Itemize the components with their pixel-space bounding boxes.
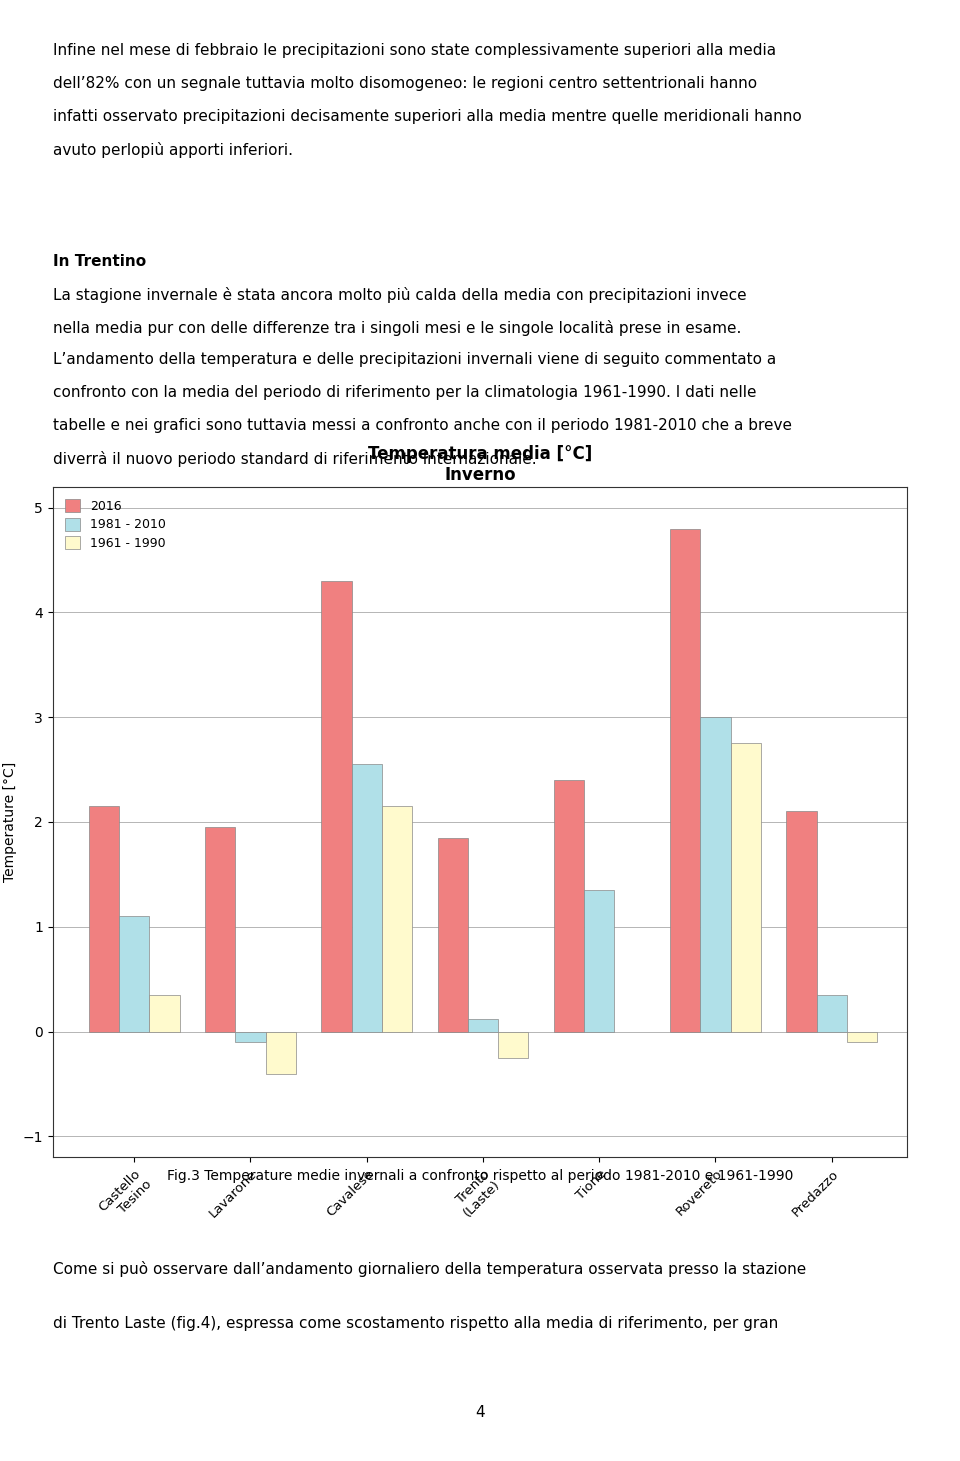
Text: I dati osservati per la nostra regione (Tab.1 e 2, Fig.3) mostrano come l’invern: I dati osservati per la nostra regione (… <box>53 557 760 571</box>
Text: Pur riscontrando sempre anomalie positive, lo scostamento con le medie del perio: Pur riscontrando sempre anomalie positiv… <box>53 656 792 671</box>
Text: Infine nel mese di febbraio le precipitazioni sono state complessivamente superi: Infine nel mese di febbraio le precipita… <box>53 42 776 58</box>
Bar <box>670 529 700 1031</box>
Text: L’andamento della temperatura e delle precipitazioni invernali viene di seguito : L’andamento della temperatura e delle pr… <box>53 352 776 368</box>
Text: In Trentino: In Trentino <box>53 254 146 269</box>
Text: dicembre che è risultato più caldo della media di circa 3-4°C e con scarti est: dicembre che è risultato più caldo del… <box>53 787 750 804</box>
Bar <box>382 806 412 1031</box>
Text: confronto con la media del periodo di riferimento per la climatologia 1961-1990.: confronto con la media del periodo di ri… <box>53 386 756 400</box>
Bar <box>700 717 731 1031</box>
Bar <box>554 780 584 1031</box>
Text: risultato molto mite con valori superiori di circa 2,0-2,5°C rispetto alla media: risultato molto mite con valori superior… <box>53 590 754 605</box>
Bar <box>351 764 382 1031</box>
Bar <box>731 744 760 1031</box>
Bar <box>438 837 468 1031</box>
Text: tabelle e nei grafici sono tuttavia messi a confronto anche con il periodo 1981-: tabelle e nei grafici sono tuttavia mess… <box>53 418 792 434</box>
Bar <box>498 1031 528 1058</box>
Text: aumento medio delle temperature tra i due trentenni assunti come riferimento cli: aumento medio delle temperature tra i du… <box>53 722 738 736</box>
Bar <box>119 916 150 1031</box>
Text: di Trento Laste (fig.4), espressa come scostamento rispetto alla media di riferi: di Trento Laste (fig.4), espressa come s… <box>53 1316 778 1331</box>
Text: La stagione invernale è stata ancora molto più calda della media con precipita: La stagione invernale è stata ancora mo… <box>53 286 747 302</box>
Bar <box>817 995 847 1031</box>
Bar <box>847 1031 877 1042</box>
Bar <box>235 1031 266 1042</box>
Text: Il segnale positivo è stato presente in tutti i singoli mesi ma in maniera più: Il segnale positivo è stato presente in… <box>53 754 709 770</box>
Text: Le temperature: Le temperature <box>53 523 187 539</box>
Bar <box>322 581 351 1031</box>
Text: dell’82% con un segnale tuttavia molto disomogeneo: le regioni centro settentrio: dell’82% con un segnale tuttavia molto d… <box>53 76 756 91</box>
Text: caso di Lavarone (+4,4°C) e Predazzo (+4,0°C) a conferma che l’anomalia positiva: caso di Lavarone (+4,4°C) e Predazzo (+4… <box>53 820 758 836</box>
Bar <box>150 995 180 1031</box>
Bar <box>584 890 614 1031</box>
Title: Temperatura media [°C]
Inverno: Temperatura media [°C] Inverno <box>368 444 592 484</box>
Text: decisamente più marcata in quota. Più caldo della media è risultato anche gen: decisamente più marcata in quota. Più … <box>53 853 772 869</box>
Text: nella media pur con delle differenze tra i singoli mesi e le singole località p: nella media pur con delle differenze tra… <box>53 320 741 336</box>
Text: diverrà il nuovo periodo standard di riferimento internazionale.: diverrà il nuovo periodo standard di ri… <box>53 451 537 468</box>
Bar <box>205 827 235 1031</box>
Y-axis label: Temperature [°C]: Temperature [°C] <box>3 761 17 882</box>
Legend: 2016, 1981 - 2010, 1961 - 1990: 2016, 1981 - 2010, 1961 - 1990 <box>60 492 173 557</box>
Bar <box>266 1031 296 1074</box>
Text: infatti osservato precipitazioni decisamente superiori alla media mentre quelle : infatti osservato precipitazioni decisam… <box>53 108 802 124</box>
Text: Come si può osservare dall’andamento giornaliero della temperatura osservata pr: Come si può osservare dall’andamento gi… <box>53 1261 806 1277</box>
Bar <box>786 811 817 1031</box>
Text: riferimento per la climatologia 1961-1990.: riferimento per la climatologia 1961-199… <box>53 622 378 637</box>
Text: maniera più lieve (fino a +1,9°C sia a Trento Laste che a Predazzo), e in febbr: maniera più lieve (fino a +1,9°C sia a … <box>53 885 768 901</box>
Text: a Rovereto e +2,1°C a Predazzo).: a Rovereto e +2,1°C a Predazzo). <box>53 919 309 934</box>
Text: avuto perlopiù apporti inferiori.: avuto perlopiù apporti inferiori. <box>53 142 293 158</box>
Bar <box>89 806 119 1031</box>
Text: 4: 4 <box>475 1405 485 1420</box>
Bar <box>468 1018 498 1031</box>
Text: risulta inferiore a conferma del generale riscaldamento anche sulla nostra regio: risulta inferiore a conferma del general… <box>53 688 795 703</box>
Text: Fig.3 Temperature medie invernali a confronto rispetto al periodo 1981-2010 e 19: Fig.3 Temperature medie invernali a conf… <box>167 1169 793 1183</box>
